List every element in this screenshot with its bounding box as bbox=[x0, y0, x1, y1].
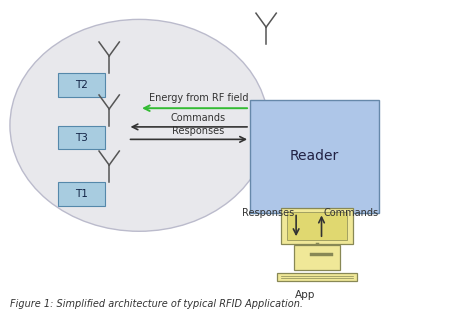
Text: Responses: Responses bbox=[172, 126, 224, 136]
Text: App: App bbox=[295, 290, 316, 300]
FancyBboxPatch shape bbox=[281, 208, 353, 244]
FancyBboxPatch shape bbox=[58, 182, 105, 206]
Text: T2: T2 bbox=[75, 80, 88, 90]
Text: Commands: Commands bbox=[170, 113, 225, 123]
FancyBboxPatch shape bbox=[250, 100, 379, 213]
Text: Responses: Responses bbox=[242, 208, 294, 218]
FancyBboxPatch shape bbox=[294, 245, 340, 270]
FancyBboxPatch shape bbox=[58, 126, 105, 150]
FancyBboxPatch shape bbox=[276, 273, 357, 281]
Text: Figure 1: Simplified architecture of typical RFID Application.: Figure 1: Simplified architecture of typ… bbox=[10, 299, 303, 309]
Text: Energy from RF field: Energy from RF field bbox=[150, 93, 249, 103]
Text: Reader: Reader bbox=[290, 150, 339, 163]
Text: T1: T1 bbox=[75, 189, 88, 199]
Ellipse shape bbox=[10, 19, 269, 231]
FancyBboxPatch shape bbox=[287, 212, 347, 240]
Text: T3: T3 bbox=[75, 133, 88, 143]
FancyBboxPatch shape bbox=[310, 253, 333, 256]
Text: Commands: Commands bbox=[324, 208, 379, 218]
FancyBboxPatch shape bbox=[58, 73, 105, 96]
